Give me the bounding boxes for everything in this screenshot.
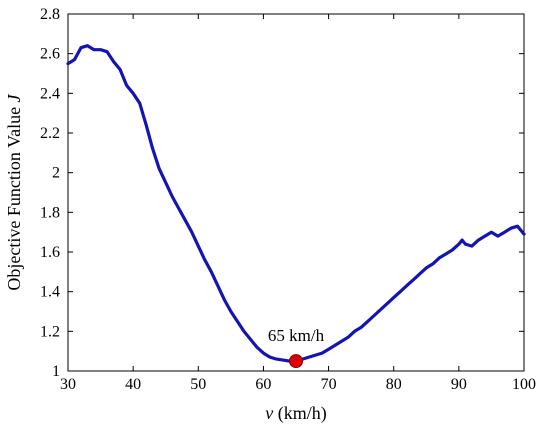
x-axis-label: v (km/h) bbox=[265, 403, 327, 424]
marker-group bbox=[289, 354, 303, 369]
minimum-marker bbox=[289, 354, 303, 369]
axes-group bbox=[67, 13, 525, 372]
y-tick-label: 1.4 bbox=[40, 284, 60, 301]
plot-frame bbox=[67, 13, 525, 372]
y-tick-label: 1.8 bbox=[40, 204, 60, 221]
x-tick-label: 50 bbox=[190, 376, 206, 393]
y-tick-label: 2.2 bbox=[40, 125, 60, 142]
y-tick-label: 2 bbox=[52, 165, 60, 182]
ticks-group: 30 40 50 60 70 80 90 100 1 1.2 1.4 1.6 1.8 2 2.2 2.4 2.6… bbox=[40, 6, 536, 393]
y-tick-label: 2.8 bbox=[40, 6, 60, 23]
y-tick-label: 1.2 bbox=[40, 323, 60, 340]
y-tick-label: 1.6 bbox=[40, 244, 60, 261]
x-tick-label: 30 bbox=[60, 376, 76, 393]
x-tick-label: 40 bbox=[125, 376, 141, 393]
series-line bbox=[66, 44, 526, 363]
y-axis-title: Objective Function Value bbox=[4, 102, 24, 290]
x-tick-label: 70 bbox=[321, 376, 337, 393]
y-tick-label: 2.6 bbox=[40, 46, 60, 63]
x-axis-unit: (km/h) bbox=[273, 403, 327, 424]
y-axis-label: Objective Function Value J bbox=[4, 93, 24, 290]
y-tick-label: 1 bbox=[52, 363, 60, 380]
y-axis-variable: J bbox=[4, 93, 24, 102]
x-tick-label: 80 bbox=[386, 376, 402, 393]
x-tick-label: 100 bbox=[512, 376, 536, 393]
x-tick-label: 60 bbox=[255, 376, 271, 393]
y-tick-label: 2.4 bbox=[40, 85, 60, 102]
annotation-label: 65 km/h bbox=[268, 326, 325, 345]
x-axis-variable: v bbox=[265, 403, 273, 423]
series-group bbox=[66, 44, 526, 363]
x-tick-label: 90 bbox=[451, 376, 467, 393]
